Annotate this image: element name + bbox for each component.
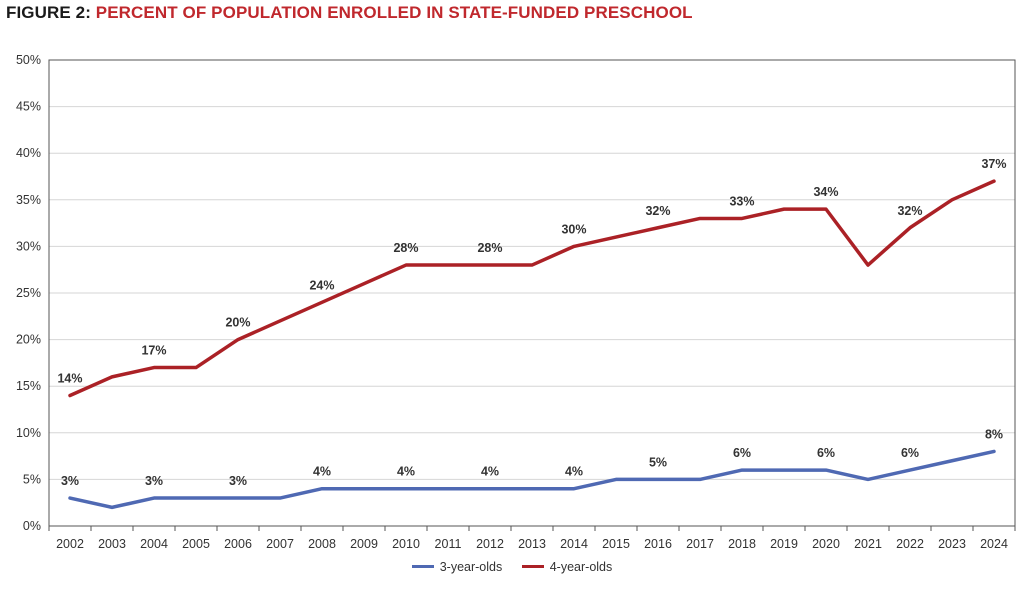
x-tick-label: 2009 (350, 537, 378, 551)
x-tick-label: 2021 (854, 537, 882, 551)
x-tick-label: 2012 (476, 537, 504, 551)
x-tick-label: 2011 (435, 537, 462, 551)
series-line-3-year-olds (68, 449, 996, 510)
x-tick-label: 2016 (644, 537, 672, 551)
data-label: 32% (645, 204, 670, 218)
y-tick-label: 25% (16, 286, 41, 300)
data-label: 5% (649, 455, 667, 469)
data-label: 4% (565, 465, 583, 479)
figure-title-text: PERCENT OF POPULATION ENROLLED IN STATE-… (95, 3, 693, 22)
data-label: 37% (981, 157, 1006, 171)
x-tick-label: 2006 (224, 537, 252, 551)
legend-item-3-year-olds: 3-year-olds (411, 559, 503, 574)
y-tick-label: 30% (16, 239, 41, 253)
x-tick-label: 2010 (392, 537, 420, 551)
legend-item-4-year-olds: 4-year-olds (521, 559, 613, 574)
y-tick-label: 5% (23, 472, 41, 486)
y-tick-label: 35% (16, 193, 41, 207)
x-tick-label: 2014 (560, 537, 588, 551)
figure-title: FIGURE 2: PERCENT OF POPULATION ENROLLED… (6, 3, 693, 23)
y-tick-label: 40% (16, 146, 41, 160)
data-label: 28% (477, 241, 502, 255)
legend-label-3-year-olds: 3-year-olds (439, 559, 503, 574)
x-tick-label: 2020 (812, 537, 840, 551)
x-tick-label: 2003 (98, 537, 126, 551)
data-label: 28% (393, 241, 418, 255)
data-label: 32% (897, 204, 922, 218)
data-label: 33% (729, 194, 754, 208)
x-tick-label: 2022 (896, 537, 924, 551)
x-tick-label: 2018 (728, 537, 756, 551)
legend-swatch-4-year-olds (521, 565, 544, 568)
x-tick-label: 2017 (686, 537, 714, 551)
data-label: 4% (481, 465, 499, 479)
x-tick-label: 2007 (266, 537, 294, 551)
x-tick-label: 2015 (602, 537, 630, 551)
y-tick-label: 45% (16, 100, 41, 114)
y-tick-label: 20% (16, 333, 41, 347)
data-label: 3% (229, 474, 247, 488)
data-label: 6% (733, 446, 751, 460)
data-label: 4% (397, 465, 415, 479)
legend-swatch-3-year-olds (411, 565, 434, 568)
chart-legend: 3-year-olds 4-year-olds (0, 557, 1024, 574)
data-label: 24% (309, 278, 334, 292)
data-label: 34% (813, 185, 838, 199)
data-label: 20% (225, 316, 250, 330)
x-tick-label: 2023 (938, 537, 966, 551)
x-tick-label: 2024 (980, 537, 1008, 551)
plot-frame (48, 59, 1016, 527)
x-tick-label: 2008 (308, 537, 336, 551)
x-tick-label: 2013 (518, 537, 546, 551)
x-tick-label: 2019 (770, 537, 798, 551)
legend-label-4-year-olds: 4-year-olds (549, 559, 613, 574)
data-label: 3% (61, 474, 79, 488)
figure-number: FIGURE 2: (6, 3, 96, 22)
x-tick-label: 2002 (56, 537, 84, 551)
data-label: 14% (57, 372, 82, 386)
y-tick-label: 50% (16, 53, 41, 67)
data-label: 3% (145, 474, 163, 488)
x-tick-label: 2004 (140, 537, 168, 551)
x-tick-label: 2005 (182, 537, 210, 551)
data-label: 6% (817, 446, 835, 460)
data-label: 8% (985, 427, 1003, 441)
y-tick-label: 10% (16, 426, 41, 440)
y-tick-label: 0% (23, 519, 41, 533)
data-label: 6% (901, 446, 919, 460)
data-label: 30% (561, 222, 586, 236)
y-tick-label: 15% (16, 379, 41, 393)
series-line-4-year-olds (68, 179, 996, 398)
data-label: 4% (313, 465, 331, 479)
data-label: 17% (141, 344, 166, 358)
